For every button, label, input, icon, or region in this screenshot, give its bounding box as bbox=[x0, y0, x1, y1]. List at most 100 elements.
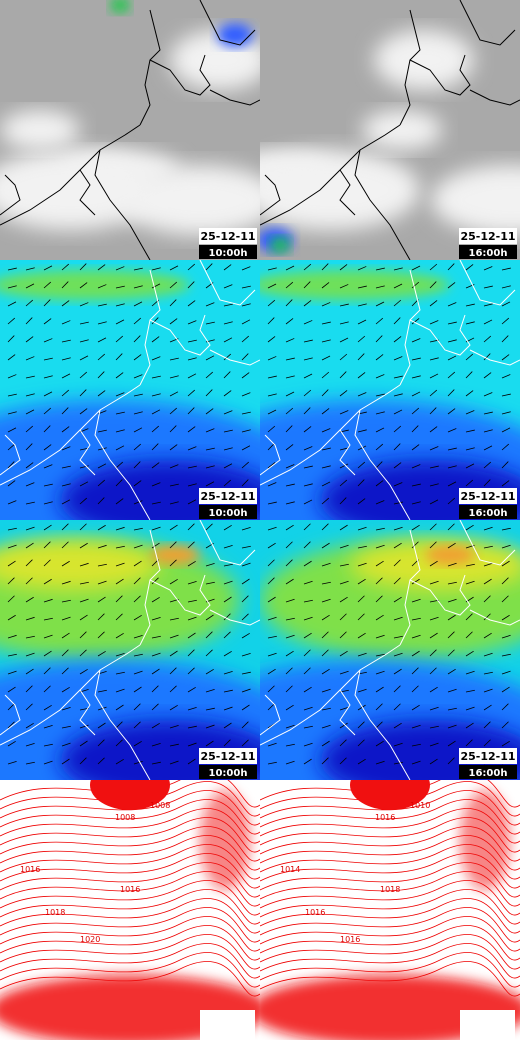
isobar-label: 1010 bbox=[410, 801, 430, 810]
wind-arrow bbox=[241, 671, 251, 675]
wind-arrow bbox=[321, 688, 331, 693]
wind-arrow bbox=[187, 599, 197, 603]
wind-arrow bbox=[7, 686, 16, 693]
wind-arrow bbox=[223, 706, 233, 711]
wind-arrow bbox=[285, 464, 295, 469]
wind-arrow bbox=[187, 580, 197, 585]
wind-arrow bbox=[411, 391, 421, 397]
wind-arrow bbox=[187, 320, 197, 325]
wind-arrow bbox=[411, 617, 421, 621]
isobar-label: 1016 bbox=[20, 865, 40, 874]
wind-arrow bbox=[115, 479, 123, 487]
wind-arrow bbox=[151, 635, 161, 639]
wind-arrow bbox=[267, 542, 276, 549]
wind-arrow bbox=[133, 721, 141, 729]
wind-arrow bbox=[205, 581, 215, 585]
panel-content: 1008 1008 1016 1016 1018 1020 bbox=[0, 780, 260, 1040]
wind-arrow bbox=[447, 371, 456, 379]
wind-arrow bbox=[151, 501, 161, 505]
wind-arrow bbox=[321, 371, 330, 379]
wind-arrow bbox=[375, 544, 385, 549]
wind-arrow bbox=[447, 542, 456, 549]
wind-arrow bbox=[429, 320, 439, 325]
wind-arrow bbox=[205, 668, 214, 675]
wind-arrow bbox=[169, 650, 178, 657]
wind-arrow bbox=[483, 704, 492, 711]
wind-arrow bbox=[339, 722, 348, 729]
wind-arrow bbox=[393, 652, 403, 657]
wind-arrow bbox=[79, 724, 89, 729]
wind-arrow bbox=[43, 407, 52, 415]
wind-arrow bbox=[393, 668, 402, 675]
wind-arrow bbox=[321, 631, 329, 639]
wind-arrow bbox=[223, 303, 233, 307]
wind-arrow bbox=[223, 613, 231, 621]
wind-arrow bbox=[7, 670, 17, 675]
wind-arrow bbox=[411, 407, 420, 415]
wind-arrow bbox=[339, 337, 349, 343]
wind-arrow bbox=[79, 740, 88, 747]
wind-arrow bbox=[25, 283, 35, 289]
wind-arrow bbox=[501, 560, 510, 567]
wind-arrow bbox=[133, 443, 142, 451]
wind-arrow bbox=[187, 632, 196, 639]
wind-arrow bbox=[205, 631, 213, 639]
isobar-cluster bbox=[260, 975, 520, 1040]
wind-arrow bbox=[223, 563, 233, 567]
wind-arrow bbox=[61, 667, 69, 675]
wind-arrow bbox=[133, 427, 143, 433]
wind-arrow bbox=[483, 652, 493, 657]
isobar-label: 1020 bbox=[80, 935, 100, 944]
wind-arrow bbox=[429, 523, 437, 531]
wind-arrow bbox=[151, 652, 161, 657]
wind-arrow bbox=[133, 267, 143, 271]
wind-arrow bbox=[303, 483, 313, 487]
wind-arrow bbox=[501, 670, 511, 675]
coastline bbox=[209, 609, 260, 626]
date-label: 25-12-11 bbox=[460, 750, 515, 763]
coastline bbox=[0, 434, 21, 476]
wind-arrow bbox=[321, 302, 331, 307]
wind-arrow bbox=[303, 300, 312, 307]
wind-arrow bbox=[375, 686, 384, 693]
wind-arrow bbox=[411, 338, 421, 343]
wind-arrow bbox=[7, 285, 17, 289]
wind-arrow bbox=[205, 447, 215, 451]
wind-arrow bbox=[267, 425, 276, 433]
time-box bbox=[199, 245, 257, 259]
wind-arrow bbox=[285, 338, 295, 343]
wind-arrow bbox=[97, 757, 105, 765]
wind-arrow bbox=[285, 444, 294, 451]
wind-arrow bbox=[447, 614, 456, 621]
wind-arrow bbox=[303, 667, 311, 675]
wind-arrow bbox=[357, 335, 366, 343]
wind-arrow bbox=[429, 706, 439, 711]
wind-arrow bbox=[375, 721, 383, 729]
wind-arrow bbox=[133, 374, 143, 379]
wind-arrow bbox=[97, 429, 107, 433]
wind-arrow bbox=[7, 527, 17, 531]
wind-arrow bbox=[339, 739, 347, 747]
wind-arrow bbox=[303, 523, 311, 531]
wind-arrow bbox=[375, 760, 385, 765]
wind-arrow bbox=[393, 559, 401, 567]
wind-arrow bbox=[303, 706, 313, 711]
wind-arrow bbox=[43, 338, 53, 343]
wind-arrow bbox=[223, 650, 232, 657]
wind-arrow bbox=[187, 300, 196, 307]
wind-arrow bbox=[115, 652, 125, 657]
wind-arrow bbox=[97, 706, 107, 711]
isobar-cluster bbox=[200, 790, 250, 890]
wind-arrow bbox=[447, 668, 456, 675]
wind-arrow bbox=[7, 335, 15, 343]
wind-arrow bbox=[465, 739, 473, 747]
wind-arrow bbox=[429, 499, 439, 505]
wind-arrow bbox=[151, 482, 161, 487]
wind-arrow bbox=[133, 480, 142, 487]
wind-arrow bbox=[483, 335, 492, 343]
panel-content bbox=[0, 0, 260, 260]
wind-arrow bbox=[133, 411, 143, 415]
wind-arrow bbox=[187, 499, 197, 505]
coastline bbox=[0, 694, 21, 736]
wind-arrow bbox=[357, 461, 366, 469]
